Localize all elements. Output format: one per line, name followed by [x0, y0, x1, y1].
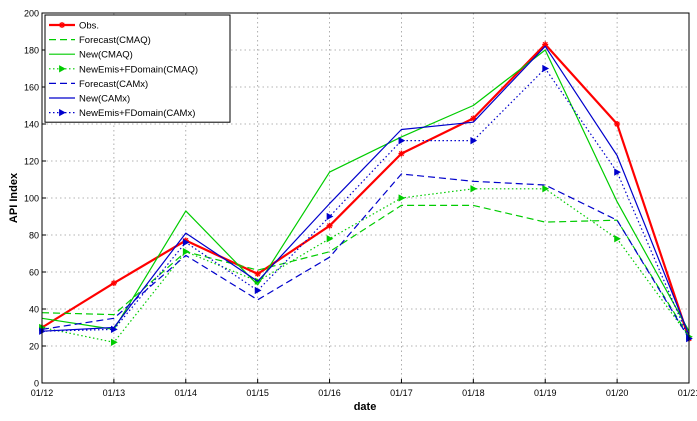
- legend-item-newemis-fdomain-camx: NewEmis+FDomain(CAMx): [49, 108, 195, 119]
- legend-item-obs: Obs.: [49, 21, 99, 32]
- series-line-forecast-cmaq: [41, 204, 690, 338]
- legend-item-forecast-camx: Forecast(CAMx): [49, 79, 148, 90]
- data-point-newemis-fdomain-cmaq: [398, 194, 406, 202]
- data-point-obs: [614, 121, 621, 127]
- series-forecast-camx: [41, 173, 690, 339]
- y-tick-label: 20: [29, 342, 39, 352]
- series-new-cmaq: [41, 49, 690, 332]
- series-newemis-fdomain-camx: [39, 64, 693, 343]
- legend-label: New(CMAQ): [79, 50, 133, 61]
- legend-label: NewEmis+FDomain(CAMx): [79, 108, 195, 119]
- y-tick-label: 100: [24, 194, 39, 204]
- x-tick-label: 01/20: [606, 388, 629, 398]
- legend-marker: [59, 65, 66, 73]
- y-tick-label: 140: [24, 120, 39, 130]
- series-obs: [39, 41, 692, 342]
- data-point-obs: [254, 270, 261, 277]
- series-line-newemis-fdomain-camx: [41, 67, 690, 339]
- legend-box: [44, 14, 231, 123]
- y-tick-label: 160: [24, 83, 39, 93]
- data-point-newemis-fdomain-camx: [110, 325, 118, 334]
- data-point-newemis-fdomain-camx: [614, 168, 621, 176]
- series-line-newemis-fdomain-cmaq: [41, 188, 690, 343]
- data-point-obs: [326, 222, 333, 229]
- x-tick-label: 01/16: [318, 388, 341, 398]
- legend-label: Obs.: [79, 21, 99, 32]
- legend-label: New(CAMx): [79, 94, 130, 105]
- y-tick-label: 60: [29, 268, 39, 278]
- y-tick-label: 180: [24, 46, 39, 56]
- legend: Obs. Forecast(CMAQ) New(CMAQ) NewEmis+FDoma…: [44, 14, 231, 123]
- y-tick-label: 0: [34, 379, 39, 389]
- data-point-newemis-fdomain-cmaq: [110, 338, 118, 346]
- y-tick-label: 80: [29, 231, 39, 241]
- series-line-new-cmaq: [41, 49, 690, 332]
- x-tick-label: 01/14: [175, 388, 198, 398]
- x-tick-label: 01/15: [246, 388, 269, 398]
- data-point-newemis-fdomain-cmaq: [326, 235, 334, 243]
- axis-ticks: 0 20 40 60 80 100 120 140 160 180 200 01/12 01/13 01/…: [24, 9, 697, 399]
- data-point-newemis-fdomain-cmaq: [470, 185, 478, 193]
- data-point-obs: [398, 150, 405, 157]
- series-line-forecast-camx: [41, 173, 690, 339]
- legend-item-new-cmaq: New(CMAQ): [49, 50, 133, 61]
- legend-label: Forecast(CMAQ): [79, 35, 151, 46]
- data-point-newemis-fdomain-camx: [542, 64, 550, 73]
- data-point-newemis-fdomain-camx: [254, 286, 262, 295]
- y-tick-label: 200: [24, 9, 39, 19]
- x-tick-label: 01/13: [103, 388, 126, 398]
- y-tick-label: 40: [29, 305, 39, 315]
- x-tick-label: 01/12: [31, 388, 54, 398]
- data-point-obs: [110, 280, 117, 287]
- data-point-newemis-fdomain-camx: [182, 238, 190, 247]
- series-layer: [39, 41, 693, 346]
- x-axis-label: date: [354, 401, 377, 413]
- legend-item-newemis-fdomain-cmaq: NewEmis+FDomain(CMAQ): [49, 64, 198, 75]
- data-point-newemis-fdomain-camx: [326, 212, 334, 221]
- data-point-newemis-fdomain-cmaq: [542, 185, 550, 193]
- data-point-newemis-fdomain-camx: [470, 136, 478, 145]
- x-tick-label: 01/21: [678, 388, 697, 398]
- y-axis-label: API Index: [8, 172, 20, 223]
- x-tick-label: 01/19: [534, 388, 557, 398]
- legend-item-new-camx: New(CAMx): [49, 94, 130, 105]
- series-forecast-cmaq: [41, 204, 690, 338]
- legend-marker: [59, 108, 66, 117]
- legend-label: NewEmis+FDomain(CMAQ): [79, 64, 198, 75]
- legend-label: Forecast(CAMx): [79, 79, 148, 90]
- y-tick-label: 120: [24, 157, 39, 167]
- series-new-camx: [41, 45, 690, 336]
- x-tick-label: 01/17: [390, 388, 413, 398]
- series-line-new-camx: [41, 45, 690, 336]
- legend-marker: [59, 22, 65, 28]
- data-point-newemis-fdomain-cmaq: [182, 247, 190, 256]
- x-tick-label: 01/18: [462, 388, 485, 398]
- legend-item-forecast-cmaq: Forecast(CMAQ): [49, 35, 151, 46]
- series-line-obs: [41, 43, 691, 339]
- data-point-newemis-fdomain-camx: [398, 136, 406, 145]
- data-point-newemis-fdomain-cmaq: [614, 235, 621, 243]
